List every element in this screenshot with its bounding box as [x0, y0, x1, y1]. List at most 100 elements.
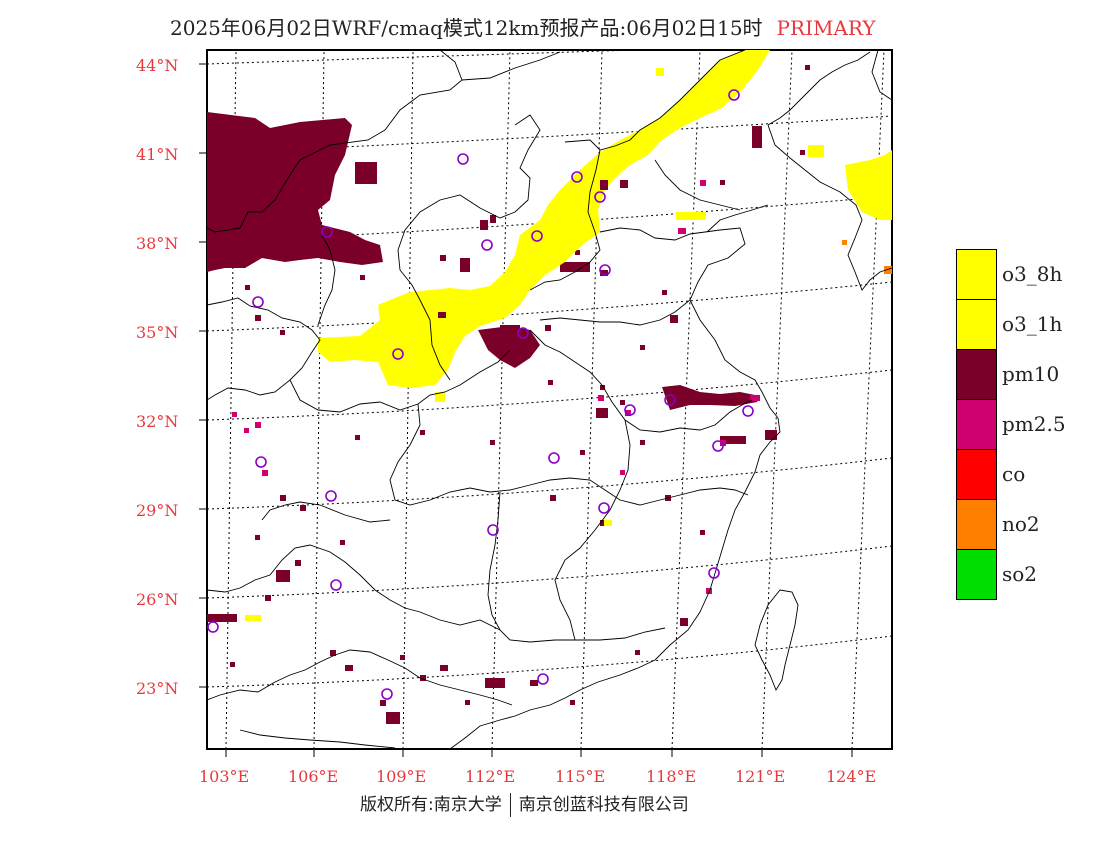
lat-label-29: 29°N: [136, 501, 179, 520]
station-marker: [392, 348, 404, 360]
station-marker: [537, 673, 549, 685]
boundary-line: [389, 403, 749, 506]
station-marker: [728, 89, 740, 101]
legend-swatch: [956, 399, 997, 450]
legend-swatch: [956, 349, 997, 400]
station-marker: [487, 524, 499, 536]
lon-line-115: [580, 50, 603, 749]
lat-label-41: 41°N: [136, 145, 179, 164]
lon-line-112: [491, 50, 511, 749]
lon-line-118: [671, 50, 701, 749]
pm10-patch: [460, 258, 470, 272]
coastline: [449, 299, 781, 749]
o3-patch: [435, 392, 445, 402]
station-marker: [548, 452, 560, 464]
pm10-patch: [560, 262, 590, 272]
footer-separator: [509, 793, 511, 817]
station-marker: [664, 394, 676, 406]
station-marker: [708, 567, 720, 579]
boundary-line: [239, 729, 396, 749]
station-marker: [712, 440, 724, 452]
o3-patch: [676, 212, 706, 220]
station-markers: [207, 89, 754, 700]
title-tag: PRIMARY: [776, 16, 876, 40]
pm10-patch: [485, 678, 505, 688]
pm10-patch: [207, 614, 237, 622]
boundary-line: [419, 299, 451, 381]
station-marker: [255, 456, 267, 468]
pm10-patch: [765, 430, 777, 440]
station-marker: [531, 230, 543, 242]
axis-ticks: [199, 63, 853, 757]
legend-label: so2: [1002, 562, 1038, 586]
legend-label: no2: [1002, 512, 1040, 536]
pm10-patch: [752, 126, 762, 148]
station-marker: [742, 405, 754, 417]
o3-main-belt: [318, 50, 770, 388]
pm10-patch: [720, 436, 746, 444]
pm10-patch: [355, 162, 377, 184]
copyright-right: 南京创蓝科技有限公司: [518, 795, 689, 815]
lat-line-44: [207, 50, 651, 65]
legend-label: pm10: [1002, 362, 1060, 386]
lon-label-109: 109°E: [376, 767, 427, 786]
station-marker: [330, 579, 342, 591]
legend-swatch: [956, 299, 997, 350]
boundary-line: [317, 234, 336, 326]
boundary-line: [871, 50, 892, 101]
lat-label-35: 35°N: [136, 323, 179, 342]
lon-label-124: 124°E: [826, 767, 877, 786]
title-main: 2025年06月02日WRF/cmaq模式12km预报产品:06月02日15时: [170, 16, 763, 40]
boundary-line: [539, 227, 746, 326]
boundaries: [207, 50, 892, 749]
legend-swatch: [956, 249, 997, 300]
lon-line-103: [225, 50, 237, 749]
station-marker: [207, 621, 219, 633]
boundary-line: [564, 50, 746, 151]
legend-swatch: [956, 499, 997, 550]
boundary-line: [461, 51, 561, 81]
lon-line-124: [851, 50, 885, 749]
lat-line-32: [207, 369, 892, 421]
station-marker: [481, 239, 493, 251]
taiwan-outline: [754, 589, 799, 692]
pm10-regions: [207, 112, 777, 724]
boundary-line: [289, 349, 511, 413]
o3-regions: [245, 50, 892, 621]
lon-label-121: 121°E: [735, 767, 786, 786]
lon-label-118: 118°E: [646, 767, 697, 786]
station-marker: [598, 502, 610, 514]
pm10-east-area: [662, 385, 760, 410]
o3-northeast-area: [845, 150, 892, 220]
station-marker: [252, 296, 264, 308]
coastline-northeast: [767, 51, 871, 126]
lat-label-26: 26°N: [136, 590, 179, 609]
pm10-patch: [596, 408, 608, 418]
lon-label-103: 103°E: [199, 767, 250, 786]
legend-swatch: [956, 549, 997, 600]
lat-label-23: 23°N: [136, 679, 179, 698]
lat-label-44: 44°N: [136, 56, 179, 75]
boundary-line: [487, 491, 666, 643]
boundary-line: [554, 419, 631, 641]
boundary-line: [529, 149, 601, 291]
o3-patch: [245, 615, 261, 621]
legend-label: o3_1h: [1002, 312, 1063, 336]
lon-label-115: 115°E: [555, 767, 606, 786]
station-marker: [599, 264, 611, 276]
station-marker: [381, 688, 393, 700]
legend-label: pm2.5: [1002, 412, 1066, 436]
legend-swatch: [956, 449, 997, 500]
pm10-patch: [386, 712, 400, 724]
station-marker: [594, 191, 606, 203]
pm10-overlay: [438, 180, 628, 337]
lon-label-106: 106°E: [288, 767, 339, 786]
boundary-line: [654, 159, 741, 211]
station-marker: [457, 153, 469, 165]
boundary-line: [529, 329, 753, 433]
lon-label-112: 112°E: [465, 767, 516, 786]
legend-label: co: [1002, 462, 1026, 486]
lon-line-121: [761, 50, 793, 749]
copyright-footer: 版权所有:南京大学 南京创蓝科技有限公司: [360, 790, 689, 817]
